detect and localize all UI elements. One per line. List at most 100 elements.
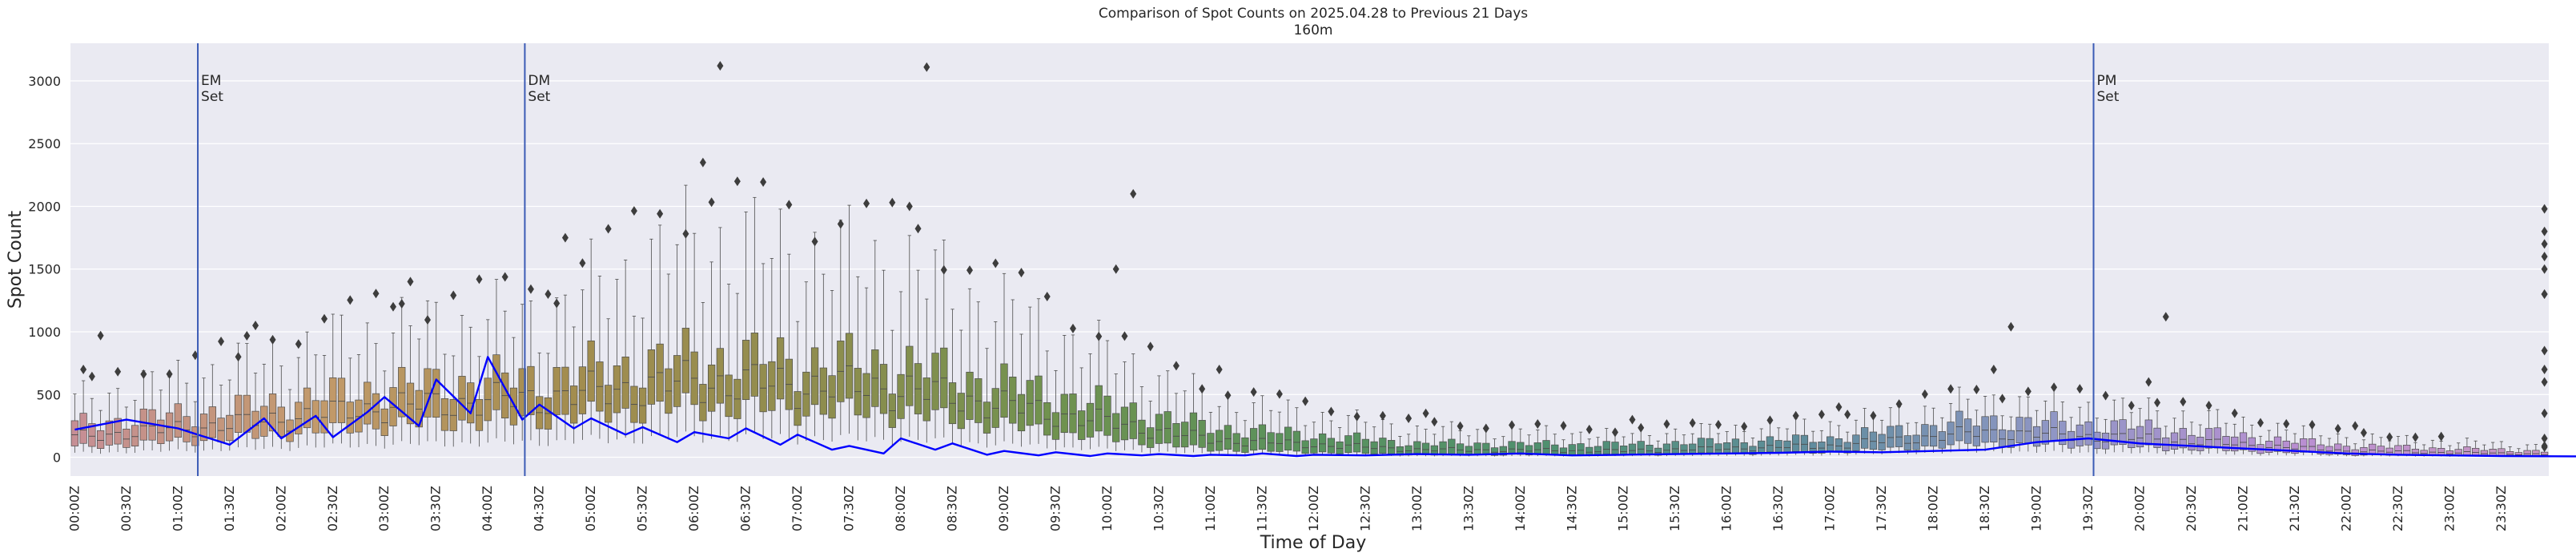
box-238	[2119, 398, 2127, 453]
outlier-point	[2076, 384, 2084, 394]
box-133	[1216, 406, 1224, 455]
outlier-point	[1250, 387, 1257, 398]
box-113	[1043, 350, 1051, 449]
box-174	[1568, 433, 1576, 457]
box-body	[2300, 438, 2308, 453]
x-tick-label: 00:30Z	[119, 486, 134, 531]
box-26	[295, 357, 303, 448]
box-body	[268, 394, 277, 432]
box-body	[2429, 447, 2437, 456]
box-175	[1577, 431, 1585, 457]
box-141	[1284, 399, 1292, 454]
x-tick-label: 22:00Z	[2338, 486, 2353, 531]
box-106	[983, 348, 991, 448]
box-225	[2007, 416, 2015, 454]
outlier-point	[424, 315, 431, 325]
box-body	[2076, 424, 2084, 446]
outlier-point	[2360, 427, 2367, 438]
box-body	[1792, 434, 1800, 452]
box-body	[1439, 441, 1447, 455]
outlier-point	[717, 61, 724, 71]
box-body	[183, 416, 191, 442]
outlier-point	[2205, 401, 2212, 411]
box-44	[449, 355, 457, 447]
box-body	[1387, 440, 1396, 454]
box-24	[277, 365, 285, 450]
box-body	[1163, 411, 1171, 444]
box-61	[596, 276, 604, 439]
outlier-point	[811, 236, 818, 247]
outlier-point	[1844, 410, 1851, 420]
x-tick-label: 04:30Z	[532, 486, 547, 531]
box-body	[2015, 417, 2023, 443]
grid-lines	[70, 80, 2549, 458]
box-172	[1551, 434, 1559, 457]
outlier-point	[2541, 264, 2548, 274]
outlier-point	[243, 330, 251, 341]
box-105	[975, 301, 983, 444]
box-body	[2394, 445, 2402, 455]
outlier-point	[1947, 384, 1955, 394]
box-body	[2369, 443, 2377, 455]
box-body	[2007, 430, 2015, 448]
outlier-point	[1147, 341, 1154, 352]
outlier-point	[561, 232, 569, 243]
box-145	[1318, 411, 1327, 455]
box-4	[105, 393, 114, 453]
box-body	[1749, 446, 1757, 455]
box-body	[1835, 438, 1843, 453]
box-147	[1336, 427, 1344, 456]
box-241	[2144, 398, 2152, 453]
box-body	[1069, 394, 1077, 434]
box-91	[854, 276, 862, 441]
outlier-point	[2162, 312, 2169, 322]
box-93	[871, 240, 879, 438]
box-body	[70, 420, 79, 446]
box-body	[1413, 441, 1421, 455]
outlier-point	[2541, 252, 2548, 262]
outlier-point	[699, 157, 706, 168]
outlier-point	[992, 258, 999, 268]
box-body	[2050, 411, 2058, 442]
box-122	[1120, 361, 1129, 450]
x-axis-label: Time of Day	[1260, 533, 1366, 553]
x-tick-label: 14:00Z	[1513, 486, 1528, 531]
box-282	[2498, 441, 2506, 457]
outlier-point	[1095, 331, 1103, 341]
box-114	[1051, 369, 1060, 450]
box-271	[2403, 434, 2411, 457]
box-259	[2300, 425, 2308, 456]
box-31	[337, 314, 346, 444]
outlier-point	[1612, 427, 1619, 438]
box-body	[1276, 433, 1284, 452]
box-99	[922, 298, 930, 443]
box-body	[1981, 416, 1989, 443]
outlier-point	[97, 330, 104, 341]
box-112	[1035, 298, 1043, 444]
box-136	[1241, 420, 1249, 456]
box-body	[1662, 443, 1671, 455]
outlier-point	[1431, 417, 1438, 427]
outlier-point	[2541, 239, 2548, 249]
box-36	[380, 370, 388, 449]
x-tick-label: 04:00Z	[480, 486, 495, 531]
outlier-point	[1276, 389, 1283, 399]
box-body	[2489, 449, 2497, 456]
outlier-point	[295, 339, 302, 349]
box-102	[948, 309, 957, 444]
outlier-point	[1457, 421, 1464, 431]
x-tick-label: 00:00Z	[66, 486, 82, 531]
box-body	[1129, 402, 1137, 439]
box-104	[966, 288, 974, 442]
box-body	[1361, 438, 1370, 454]
box-body	[1533, 442, 1541, 455]
box-body	[1602, 441, 1610, 454]
outlier-point	[1818, 410, 1825, 420]
box-140	[1276, 411, 1284, 455]
box-219	[1955, 386, 1963, 451]
box-250	[2222, 422, 2230, 455]
outlier-point	[2437, 431, 2445, 442]
x-tick-label: 21:30Z	[2287, 486, 2302, 531]
box-239	[2128, 412, 2136, 454]
outlier-point	[347, 295, 354, 305]
